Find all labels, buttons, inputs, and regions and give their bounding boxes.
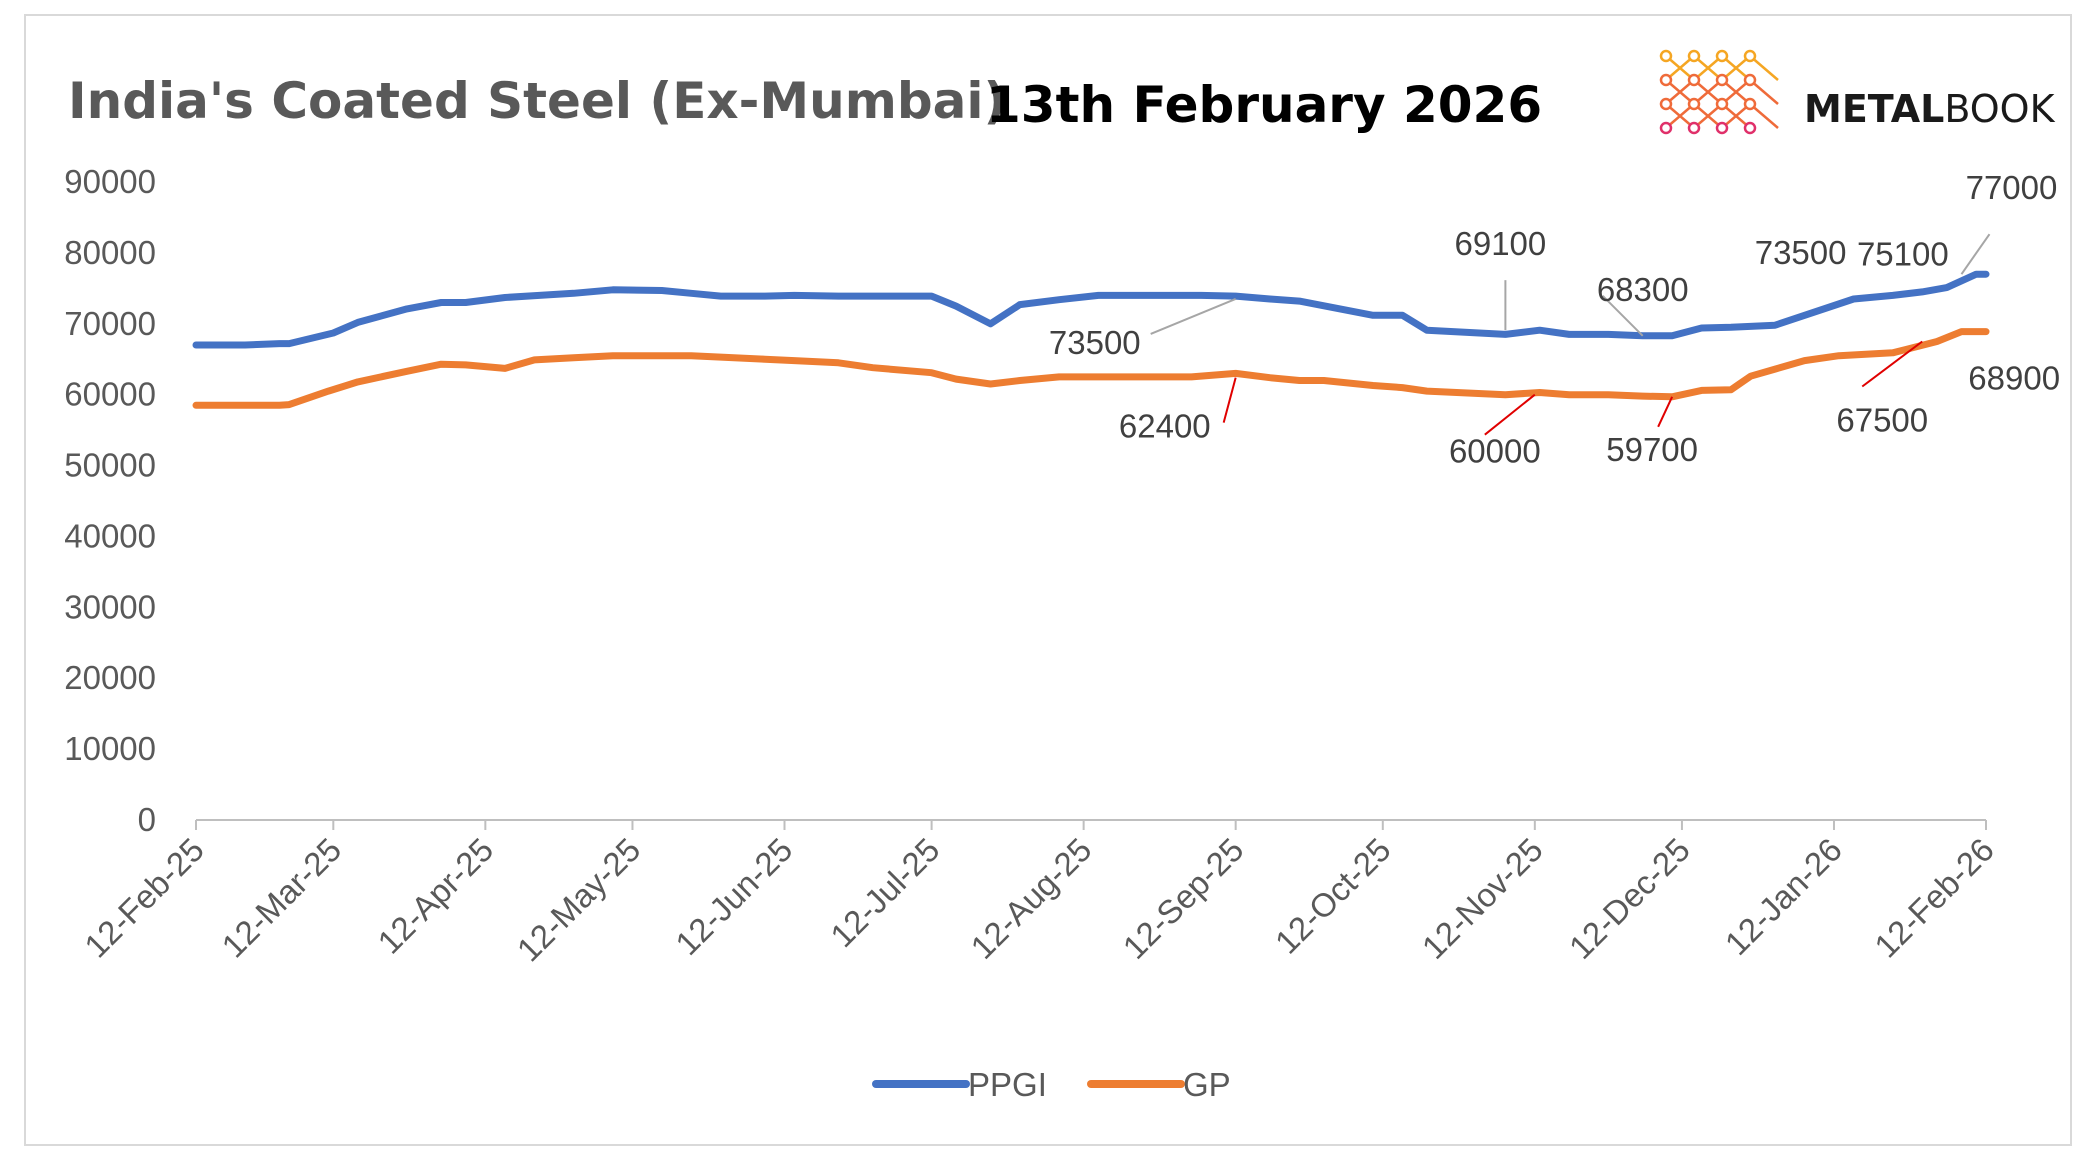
data-label-leader-line — [1222, 377, 1237, 423]
y-tick-label: 40000 — [64, 517, 156, 554]
y-tick-label: 20000 — [64, 659, 156, 696]
chart-frame: India's Coated Steel (Ex-Mumbai) 13th Fe… — [24, 14, 2072, 1146]
brand-name: METALBOOK — [1804, 87, 2056, 131]
data-label-leader-line — [1657, 396, 1674, 428]
metalbook-logo: METALBOOK — [1659, 49, 2056, 135]
logo-lattice-node — [1743, 97, 1757, 111]
chart-date: 13th February 2026 — [986, 76, 1542, 134]
data-label-leader-line — [1960, 233, 1991, 275]
logo-lattice-node — [1687, 49, 1701, 63]
logo-lattice-node — [1659, 97, 1673, 111]
data-label-gp: 60000 — [1449, 433, 1541, 470]
logo-lattice-node — [1715, 49, 1729, 63]
x-tick-label: 12-Feb-25 — [77, 831, 211, 965]
y-axis: 0 10000 20000 30000 40000 50000 60000 70000 8000… — [64, 163, 156, 838]
x-tick-label: 12-Apr-25 — [370, 831, 500, 961]
y-tick-label: 80000 — [64, 234, 156, 271]
x-tick-label: 12-Jun-25 — [668, 831, 799, 962]
line-chart: India's Coated Steel (Ex-Mumbai) 13th Fe… — [64, 49, 2060, 1103]
data-label-leader-line — [1861, 340, 1923, 388]
brand-name-prefix: METAL — [1804, 87, 1944, 131]
logo-lattice-node — [1659, 73, 1673, 87]
x-tick-label: 12-Feb-26 — [1867, 831, 2001, 965]
series-layer — [192, 270, 1990, 409]
data-label-gp: 59700 — [1606, 431, 1698, 468]
legend-label: PPGI — [968, 1066, 1047, 1103]
series-line-ppgi — [192, 270, 1990, 349]
legend: PPGI GP — [872, 1066, 1231, 1103]
data-label-ppgi: 77000 — [1966, 169, 2058, 206]
x-axis: 12-Feb-25 12-Mar-25 12-Apr-25 12-May-25 12-J… — [77, 819, 2001, 969]
y-tick-label: 30000 — [64, 588, 156, 625]
logo-lattice-node — [1743, 73, 1757, 87]
data-label-ppgi: 75100 — [1857, 236, 1949, 273]
legend-label: GP — [1183, 1066, 1231, 1103]
y-tick-label: 10000 — [64, 730, 156, 767]
logo-lattice-node — [1687, 121, 1701, 135]
data-label-ppgi: 73500 — [1755, 234, 1847, 271]
series-line-gp — [192, 328, 1990, 409]
data-label-leader-line — [1150, 298, 1237, 335]
data-label-gp: 68900 — [1968, 360, 2060, 397]
logo-lattice-node — [1715, 97, 1729, 111]
logo-lattice-node — [1687, 97, 1701, 111]
legend-item-ppgi: PPGI — [872, 1066, 1047, 1103]
y-tick-label: 50000 — [64, 447, 156, 484]
chart-title: India's Coated Steel (Ex-Mumbai) — [68, 72, 1006, 130]
logo-lattice-node — [1659, 49, 1673, 63]
y-tick-label: 60000 — [64, 376, 156, 413]
x-tick-label: 12-Mar-25 — [214, 831, 348, 965]
data-label-ppgi: 73500 — [1049, 324, 1141, 361]
logo-lattice-node — [1743, 121, 1757, 135]
logo-lattice-node — [1687, 73, 1701, 87]
metalbook-m-lattice-icon — [1659, 49, 1779, 135]
logo-lattice-node — [1715, 121, 1729, 135]
x-tick-label: 12-Jan-26 — [1718, 831, 1849, 962]
brand-name-suffix: BOOK — [1944, 87, 2055, 131]
y-tick-label: 90000 — [64, 163, 156, 200]
data-label-ppgi: 69100 — [1455, 225, 1547, 262]
x-tick-label: 12-Dec-25 — [1562, 831, 1697, 966]
data-label-gp: 62400 — [1119, 408, 1211, 445]
data-label-leader-line — [1602, 295, 1644, 337]
x-tick-label: 12-Nov-25 — [1415, 831, 1550, 966]
data-label-layer: 73500 69100 68300 73500 75100 77000 62400 60000… — [1049, 169, 2060, 470]
y-tick-label: 70000 — [64, 305, 156, 342]
logo-lattice-node — [1743, 49, 1757, 63]
x-tick-label: 12-Sep-25 — [1115, 831, 1250, 966]
data-label-ppgi: 68300 — [1597, 271, 1689, 308]
data-label-leader-line — [1484, 393, 1536, 436]
logo-lattice-node — [1659, 121, 1673, 135]
logo-lattice-node — [1715, 73, 1729, 87]
x-tick-label: 12-Jul-25 — [823, 831, 946, 954]
y-tick-label: 0 — [138, 801, 156, 838]
data-label-gp: 67500 — [1836, 402, 1928, 439]
x-tick-label: 12-Oct-25 — [1268, 831, 1398, 961]
x-tick-label: 12-May-25 — [510, 831, 648, 969]
legend-item-gp: GP — [1087, 1066, 1231, 1103]
x-tick-label: 12-Aug-25 — [963, 831, 1098, 966]
